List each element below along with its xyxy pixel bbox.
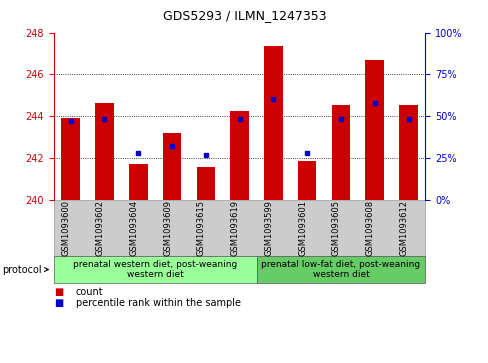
Text: GSM1093602: GSM1093602 [95,200,104,256]
Bar [129,164,147,200]
Text: GDS5293 / ILMN_1247353: GDS5293 / ILMN_1247353 [163,9,325,22]
Text: percentile rank within the sample: percentile rank within the sample [76,298,240,308]
Bar [196,167,215,200]
Text: GSM1093600: GSM1093600 [61,200,71,256]
Bar [365,60,383,200]
Text: protocol: protocol [2,265,42,274]
Text: ■: ■ [54,298,63,308]
Text: GSM1093609: GSM1093609 [163,200,172,256]
Text: GSM1093601: GSM1093601 [298,200,306,256]
Text: ■: ■ [54,287,63,297]
Text: prenatal western diet, post-weaning
western diet: prenatal western diet, post-weaning west… [73,260,237,279]
Bar [163,133,181,200]
Text: GSM1093619: GSM1093619 [230,200,239,256]
Bar [264,46,282,200]
Bar [95,103,114,200]
Text: count: count [76,287,103,297]
Bar [331,105,349,200]
Bar [61,118,80,200]
Text: GSM1093608: GSM1093608 [365,200,374,256]
Text: GSM1093599: GSM1093599 [264,200,273,256]
Bar [297,161,316,200]
Bar [398,105,417,200]
Text: prenatal low-fat diet, post-weaning
western diet: prenatal low-fat diet, post-weaning west… [261,260,420,279]
Bar [230,111,248,200]
Text: GSM1093612: GSM1093612 [399,200,407,256]
Text: GSM1093605: GSM1093605 [331,200,340,256]
Text: GSM1093604: GSM1093604 [129,200,138,256]
Text: GSM1093615: GSM1093615 [197,200,205,256]
